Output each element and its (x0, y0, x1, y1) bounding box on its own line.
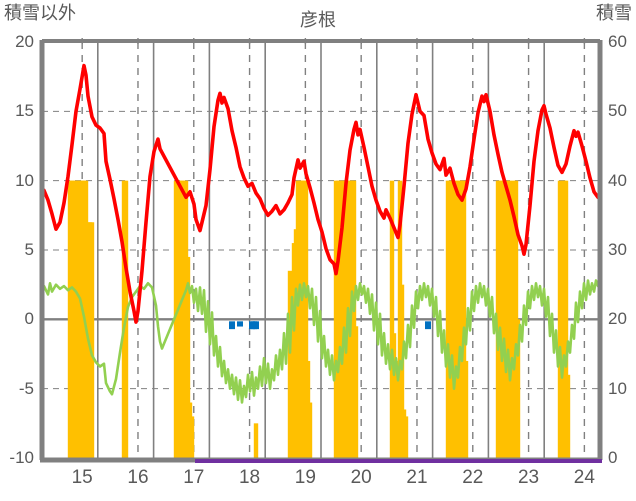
right-tick-label: 10 (608, 380, 636, 397)
right-tick-label: 30 (608, 241, 636, 258)
chart-canvas (0, 0, 636, 501)
x-tick-label: 18 (230, 468, 270, 487)
left-tick-label: -5 (0, 380, 34, 397)
precipitation-bar (229, 321, 235, 329)
left-tick-label: 15 (0, 102, 34, 119)
x-tick-label: 22 (453, 468, 493, 487)
x-tick-label: 15 (62, 468, 102, 487)
snow-bar (90, 222, 94, 458)
precipitation-bar (237, 321, 243, 326)
snow-bar (190, 416, 194, 458)
left-tick-label: 10 (0, 172, 34, 189)
x-tick-label: 20 (341, 468, 381, 487)
chart-title: 彦根 (0, 6, 636, 32)
snow-bar (566, 375, 570, 458)
precipitation-bar (425, 321, 431, 329)
left-tick-label: 20 (0, 33, 34, 50)
right-tick-label: 20 (608, 310, 636, 327)
snow-bar (354, 326, 358, 458)
left-tick-label: 5 (0, 241, 34, 258)
precipitation-bar (253, 321, 259, 329)
snow-bar (404, 416, 408, 458)
right-tick-label: 60 (608, 33, 636, 50)
x-tick-label: 23 (509, 468, 549, 487)
left-tick-label: 0 (0, 310, 34, 327)
right-axis-title: 積雪 (596, 4, 632, 22)
x-tick-label: 17 (174, 468, 214, 487)
snow-bar (254, 423, 258, 458)
right-tick-label: 50 (608, 102, 636, 119)
right-tick-label: 0 (608, 449, 636, 466)
x-tick-label: 19 (285, 468, 325, 487)
x-tick-label: 16 (118, 468, 158, 487)
snow-bar (464, 361, 468, 458)
snow-bar (308, 403, 312, 458)
left-tick-label: -10 (0, 449, 34, 466)
x-tick-label: 24 (564, 468, 604, 487)
x-tick-label: 21 (397, 468, 437, 487)
right-tick-label: 40 (608, 172, 636, 189)
